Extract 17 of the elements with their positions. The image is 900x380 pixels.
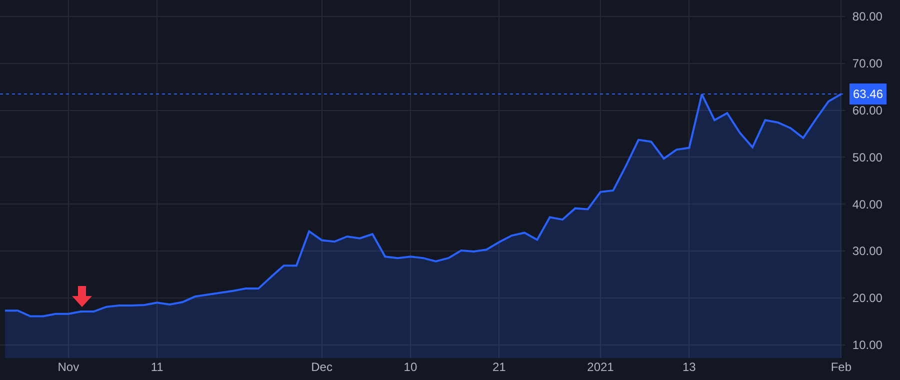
x-tick-label: 13 [682,360,696,374]
y-tick-label: 80.00 [852,10,883,24]
y-tick-label: 70.00 [852,56,883,71]
y-tick-label: 10.00 [852,338,883,352]
x-tick-label: Nov [58,360,80,374]
x-tick-label: Feb [830,360,852,374]
y-tick-label: 40.00 [852,197,883,212]
y-tick-label: 60.00 [852,103,883,118]
x-tick-label: 11 [150,360,164,374]
x-tick-label: 2021 [587,360,614,374]
x-tick-label: Dec [311,360,332,374]
x-tick-label: 10 [404,360,418,374]
ref-line-label: 63.46 [853,87,884,101]
x-tick-label: 21 [492,360,506,374]
y-tick-label: 50.00 [852,150,883,164]
y-tick-label: 20.00 [852,291,883,306]
y-tick-label: 30.00 [852,244,883,258]
